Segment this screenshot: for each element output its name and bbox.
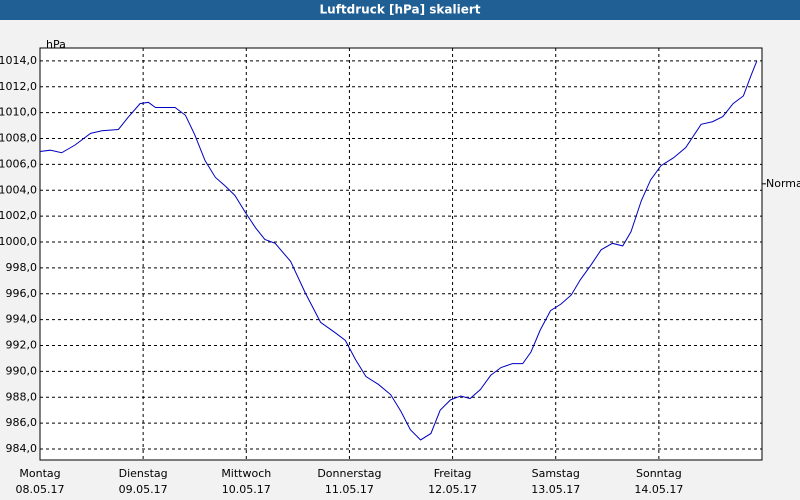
x-tick-label: Montag [19,467,60,480]
y-tick-label: 998,0 [6,261,38,274]
x-tick-label: Sonntag [636,467,682,480]
y-tick-label: 1010,0 [0,106,37,119]
x-tick-label: 10.05.17 [222,483,271,496]
x-tick-label: 13.05.17 [531,483,580,496]
x-tick-label: 08.05.17 [16,483,65,496]
y-tick-label: 992,0 [6,339,38,352]
x-tick-label: 11.05.17 [325,483,374,496]
y-tick-label: 990,0 [6,364,38,377]
y-tick-label: 1000,0 [0,235,37,248]
y-tick-label: 986,0 [6,416,38,429]
x-tick-label: Dienstag [119,467,168,480]
y-tick-label: 1004,0 [0,183,37,196]
data-line [39,60,758,441]
y-tick-label: 996,0 [6,287,38,300]
y-tick-label: 984,0 [6,442,38,455]
y-tick-label: 1012,0 [0,80,37,93]
y-axis-label: hPa [46,38,66,51]
x-tick-label: Samstag [532,467,580,480]
annotation: Normal [766,177,800,190]
y-tick-label: 1006,0 [0,157,37,170]
y-tick-label: 994,0 [6,313,38,326]
title-bar [0,0,800,20]
y-tick-label: 988,0 [6,390,38,403]
y-tick-label: 1014,0 [0,54,37,67]
plot-area [39,47,763,461]
y-tick-label: 1008,0 [0,132,37,145]
chart-title: Luftdruck [hPa] skaliert [320,3,481,17]
x-tick-label: 12.05.17 [428,483,477,496]
x-tick-label: Donnerstag [317,467,381,480]
x-tick-label: Mittwoch [221,467,271,480]
x-tick-label: Freitag [434,467,472,480]
x-tick-label: 14.05.17 [634,483,683,496]
x-tick-label: 09.05.17 [119,483,168,496]
y-tick-label: 1002,0 [0,209,37,222]
